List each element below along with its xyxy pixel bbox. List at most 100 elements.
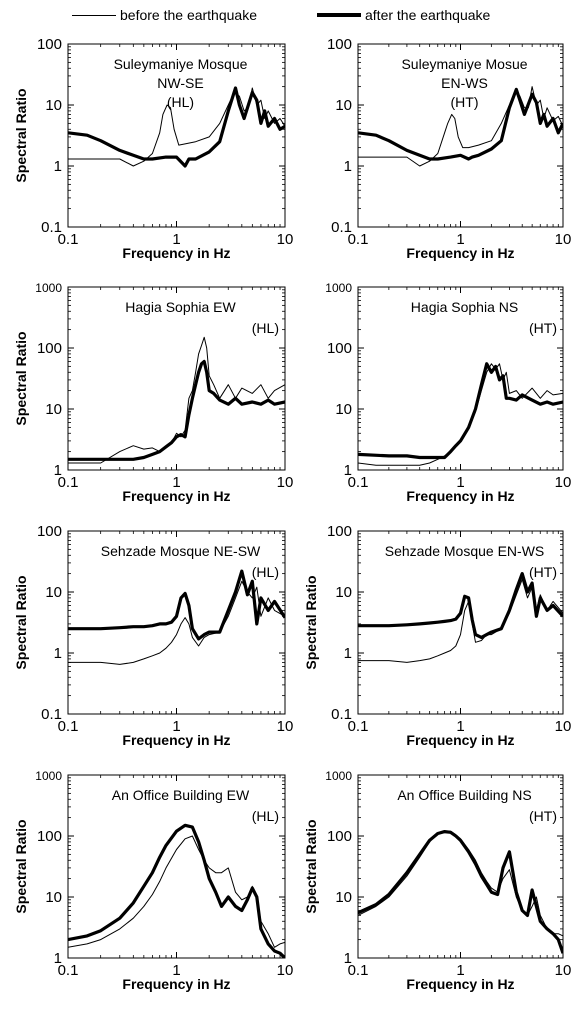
direction-label: (HL) <box>252 564 279 580</box>
y-tick-label: 1 <box>54 645 62 662</box>
series-after-line <box>68 569 285 641</box>
y-tick-label: 1 <box>54 158 62 175</box>
x-tick-label: 0.1 <box>348 231 369 248</box>
x-axis-label: Frequency in Hz <box>122 488 230 504</box>
y-axis-label: Spectral Ratio <box>303 819 319 913</box>
y-axis-label: Spectral Ratio <box>13 819 29 913</box>
y-tick-label: 1000 <box>325 769 352 783</box>
y-tick-label: 100 <box>327 340 352 357</box>
y-tick-label: 1 <box>54 950 62 967</box>
y-tick-label: 1000 <box>35 281 62 295</box>
series-after-line <box>68 823 285 958</box>
y-tick-label: 10 <box>45 889 62 906</box>
direction-label: (HL) <box>252 320 279 336</box>
x-tick-label: 10 <box>277 474 294 491</box>
y-tick-label: 10 <box>45 97 62 114</box>
x-axis-label: Frequency in Hz <box>122 245 230 261</box>
y-tick-label: 10 <box>335 401 352 418</box>
legend-after: after the earthquake <box>317 7 490 23</box>
chart-title: Sehzade Mosque NE-SW <box>101 543 261 559</box>
x-tick-label: 0.1 <box>348 718 369 735</box>
series-after-line <box>68 359 285 461</box>
x-tick-label: 10 <box>277 718 294 735</box>
chart-title: Suleymaniye Mosue <box>401 56 527 72</box>
x-tick-label: 1 <box>172 962 180 979</box>
y-tick-label: 100 <box>37 523 62 540</box>
direction-label: (HL) <box>167 94 194 110</box>
legend-before-label: before the earthquake <box>120 7 257 23</box>
x-tick-label: 0.1 <box>58 962 79 979</box>
x-tick-label: 1 <box>172 231 180 248</box>
x-tick-label: 0.1 <box>58 474 79 491</box>
legend-after-swatch <box>317 13 361 17</box>
chart-title: An Office Building NS <box>397 787 531 803</box>
x-tick-label: 10 <box>555 962 572 979</box>
y-tick-label: 1 <box>54 462 62 479</box>
x-tick-label: 0.1 <box>58 231 79 248</box>
chart-subtitle: NW-SE <box>157 75 203 91</box>
y-axis-label: Spectral Ratio <box>13 331 29 425</box>
y-tick-label: 100 <box>327 828 352 845</box>
y-tick-label: 1 <box>344 462 352 479</box>
y-tick-label: 10 <box>335 584 352 601</box>
series-before-line <box>358 86 563 167</box>
chart-panel: 0.1 1 10 0.1 1 10 100 Frequency in Hz Spectral R… <box>13 523 293 748</box>
x-axis-label: Frequency in Hz <box>406 732 514 748</box>
x-axis-label: Frequency in Hz <box>406 488 514 504</box>
x-axis-label: Frequency in Hz <box>406 976 514 992</box>
y-axis-label: Spectral Ratio <box>303 575 319 669</box>
chart-subtitle: EN-WS <box>441 75 488 91</box>
x-tick-label: 10 <box>555 231 572 248</box>
series-after-line <box>68 86 285 168</box>
x-tick-label: 1 <box>456 231 464 248</box>
y-axis-label: Spectral Ratio <box>13 88 29 182</box>
chart-title: Sehzade Mosque EN-WS <box>385 543 545 559</box>
x-tick-label: 1 <box>456 474 464 491</box>
y-tick-label: 10 <box>45 584 62 601</box>
y-tick-label: 0.1 <box>331 219 352 236</box>
direction-label: (HT) <box>451 94 479 110</box>
x-axis-label: Frequency in Hz <box>406 245 514 261</box>
x-tick-label: 10 <box>555 474 572 491</box>
y-tick-label: 0.1 <box>331 706 352 723</box>
x-tick-label: 0.1 <box>58 718 79 735</box>
series-after-line <box>358 829 563 954</box>
x-tick-label: 1 <box>172 474 180 491</box>
direction-label: (HT) <box>529 808 557 824</box>
chart-title: Hagia Sophia EW <box>125 299 236 315</box>
legend-before: before the earthquake <box>72 7 257 23</box>
series-after-line <box>358 362 563 460</box>
y-tick-label: 100 <box>37 36 62 53</box>
y-tick-label: 10 <box>335 889 352 906</box>
y-tick-label: 0.1 <box>41 706 62 723</box>
chart-title: An Office Building EW <box>112 787 250 803</box>
series-before-line <box>68 336 285 464</box>
series-after-line <box>358 87 563 161</box>
x-tick-label: 0.1 <box>348 962 369 979</box>
y-tick-label: 1 <box>344 950 352 967</box>
chart-panel: 0.1 1 10 0.1 1 10 100 Frequency in Hz Spectral R… <box>303 523 571 748</box>
legend-after-label: after the earthquake <box>365 7 491 23</box>
x-axis-label: Frequency in Hz <box>122 976 230 992</box>
y-tick-label: 10 <box>45 401 62 418</box>
y-axis-label: Spectral Ratio <box>13 575 29 669</box>
series-before-line <box>68 87 285 167</box>
y-tick-label: 1000 <box>35 769 62 783</box>
chart-title: Suleymaniye Mosque <box>114 56 248 72</box>
x-tick-label: 1 <box>456 962 464 979</box>
legend: before the earthquake after the earthqua… <box>0 0 585 32</box>
y-tick-label: 100 <box>327 36 352 53</box>
chart-panel: 0.1 1 10 0.1 1 10 100 Frequency in Hz Suleymaniy… <box>327 36 571 261</box>
series-after-line <box>358 571 563 640</box>
chart-title: Hagia Sophia NS <box>411 299 518 315</box>
series-before-line <box>358 830 563 937</box>
x-tick-label: 10 <box>277 962 294 979</box>
x-axis-label: Frequency in Hz <box>122 732 230 748</box>
y-tick-label: 100 <box>37 828 62 845</box>
y-tick-label: 0.1 <box>41 219 62 236</box>
